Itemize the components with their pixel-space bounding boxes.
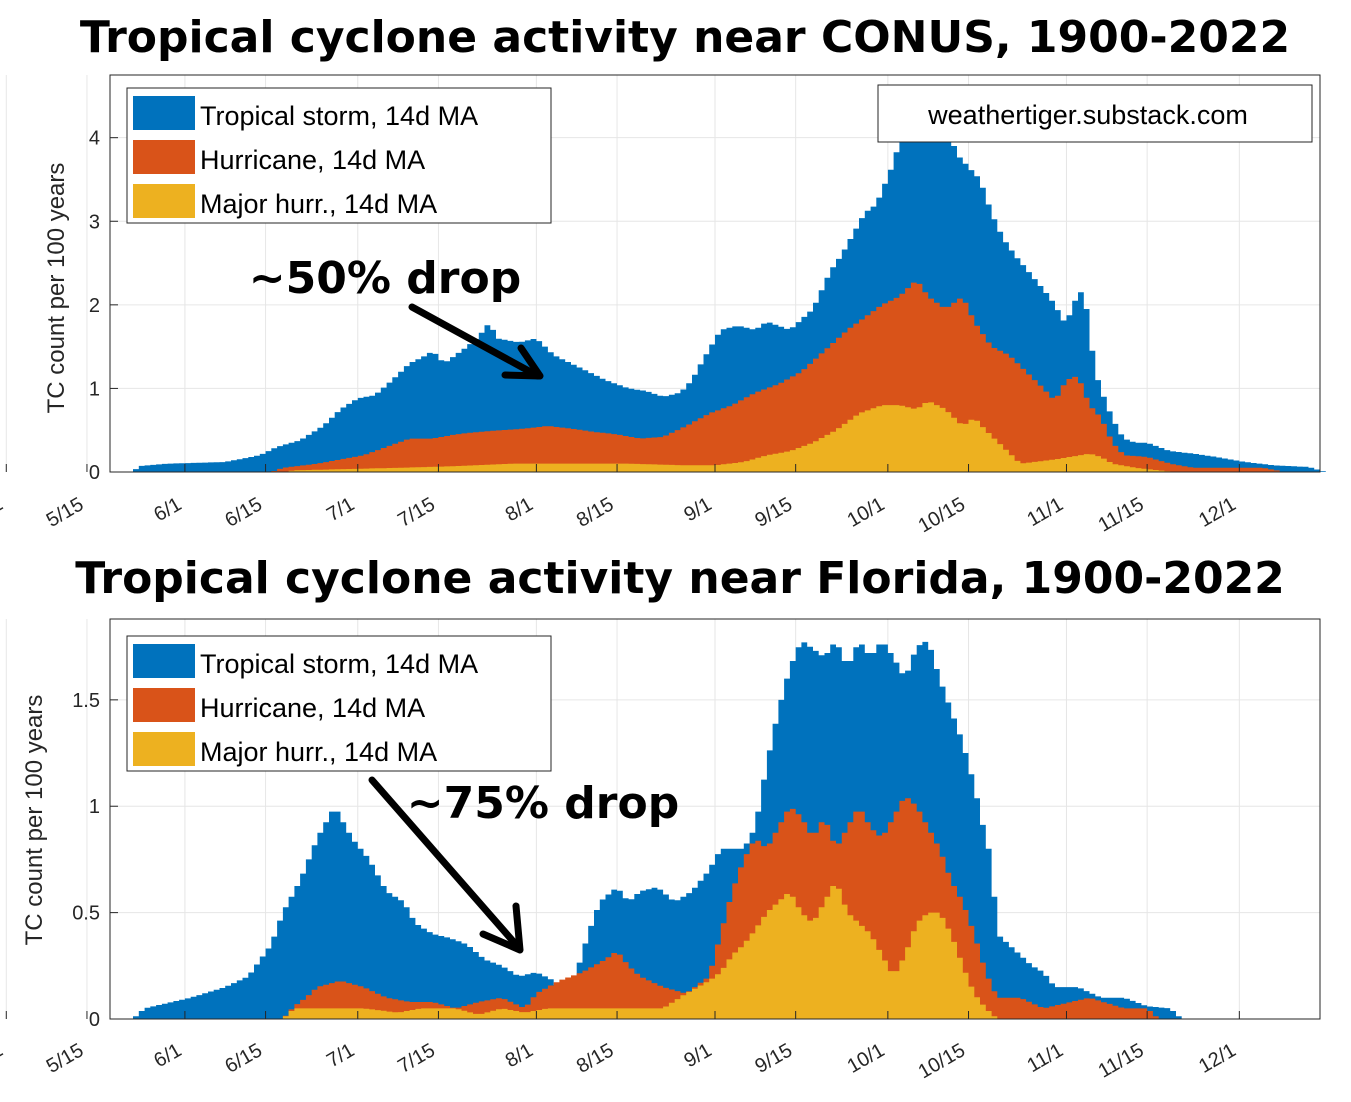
florida-y-tick-label: 0 (89, 1009, 100, 1031)
conus-panel: Tropical cyclone activity near CONUS, 19… (0, 12, 1326, 537)
florida-areas (133, 641, 1182, 1019)
conus-x-tick-label: 8/1 (502, 493, 537, 526)
florida-x-tick-label: 11/15 (1095, 1039, 1148, 1082)
conus-y-tick-label: 2 (89, 295, 100, 317)
florida-x-tick-label: 8/1 (502, 1039, 537, 1072)
florida-title: Tropical cyclone activity near Florida, … (75, 553, 1285, 604)
conus-x-tick-label: 9/1 (680, 493, 715, 526)
florida-series-major-hurricane (282, 886, 998, 1019)
florida-x-tick-label: 5/1 (0, 1039, 7, 1072)
watermark-text: weathertiger.substack.com (927, 100, 1248, 130)
conus-y-axis-label: TC count per 100 years (43, 163, 70, 414)
conus-x-tick-label: 8/15 (573, 493, 618, 532)
conus-series-hurricane (271, 282, 1286, 472)
florida-x-tick-label: 5/15 (43, 1039, 88, 1078)
conus-x-ticks: 5/1 5/15 6/1 6/15 7/1 7/15 8/1 8/15 9/1 9/15 10/1 1… (0, 464, 1240, 537)
florida-x-tick-label: 6/15 (221, 1039, 266, 1078)
conus-x-tick-label: 10/1 (844, 493, 889, 532)
florida-x-tick-label: 11/1 (1024, 1039, 1067, 1077)
conus-legend-swatch-major (133, 184, 195, 218)
conus-x-tick-label: 7/1 (323, 493, 358, 526)
conus-x-tick-label: 10/15 (915, 493, 969, 537)
watermark-box: weathertiger.substack.com (877, 84, 1313, 143)
conus-y-ticks: 0 1 2 3 4 (89, 128, 118, 484)
florida-legend-swatch-major (133, 732, 195, 766)
conus-x-tick-label: 5/1 (0, 493, 7, 526)
conus-y-tick-label: 3 (89, 211, 100, 233)
florida-x-tick-label: 7/1 (323, 1039, 358, 1072)
florida-x-tick-label: 10/1 (844, 1039, 889, 1078)
florida-legend-hurricane: Hurricane, 14d MA (200, 693, 425, 723)
florida-y-axis-label: TC count per 100 years (21, 695, 48, 946)
conus-x-tick-label: 9/15 (751, 493, 796, 532)
conus-title: Tropical cyclone activity near CONUS, 19… (80, 12, 1290, 63)
conus-legend-swatch-tropical-storm (133, 96, 195, 130)
florida-x-tick-label: 7/15 (394, 1039, 439, 1078)
conus-legend-hurricane: Hurricane, 14d MA (200, 145, 425, 175)
florida-y-tick-label: 1.5 (72, 690, 100, 712)
florida-annotation: ~75% drop (407, 778, 679, 829)
conus-x-tick-label: 6/1 (150, 493, 185, 526)
conus-x-tick-label: 6/15 (221, 493, 266, 532)
florida-y-tick-label: 1 (89, 796, 100, 818)
conus-legend-box (126, 87, 552, 224)
florida-legend-box (126, 635, 552, 772)
conus-annotation: ~50% drop (249, 253, 521, 304)
florida-annotation-arrow (368, 776, 524, 954)
florida-y-tick-label: 0.5 (72, 903, 100, 925)
conus-legend: Tropical storm, 14d MA Hurricane, 14d MA… (126, 87, 552, 224)
florida-x-tick-label: 6/1 (150, 1039, 185, 1072)
conus-areas (133, 95, 1326, 473)
florida-x-tick-label: 8/15 (573, 1039, 618, 1078)
conus-y-tick-label: 4 (89, 128, 100, 150)
conus-x-tick-label: 11/1 (1024, 493, 1067, 531)
florida-legend: Tropical storm, 14d MA Hurricane, 14d MA… (126, 635, 552, 772)
florida-x-tick-label: 12/1 (1195, 1039, 1240, 1078)
conus-x-tick-label: 11/15 (1095, 493, 1148, 536)
conus-x-tick-label: 12/1 (1195, 493, 1240, 532)
florida-legend-swatch-hurricane (133, 688, 195, 722)
florida-x-tick-label: 9/1 (680, 1039, 715, 1072)
conus-series-major-hurricane (282, 402, 1176, 472)
florida-x-ticks: 5/1 5/15 6/1 6/15 7/1 7/15 8/1 8/15 9/1 9/15 10/1 1… (0, 1011, 1240, 1083)
conus-legend-major: Major hurr., 14d MA (200, 189, 437, 219)
florida-legend-major: Major hurr., 14d MA (200, 737, 437, 767)
florida-legend-swatch-tropical-storm (133, 644, 195, 678)
florida-panel: Tropical cyclone activity near Florida, … (0, 553, 1321, 1083)
conus-x-tick-label: 5/15 (43, 493, 88, 532)
conus-annotation-arrow (408, 303, 544, 380)
florida-x-tick-label: 9/15 (751, 1039, 796, 1078)
conus-legend-tropical-storm: Tropical storm, 14d MA (200, 101, 478, 131)
conus-y-tick-label: 0 (89, 462, 100, 484)
florida-y-ticks: 0 0.5 1 1.5 (72, 690, 118, 1031)
florida-x-tick-label: 10/15 (915, 1039, 969, 1083)
conus-x-tick-label: 7/15 (394, 493, 439, 532)
conus-legend-swatch-hurricane (133, 140, 195, 174)
conus-y-tick-label: 1 (89, 378, 100, 400)
florida-legend-tropical-storm: Tropical storm, 14d MA (200, 649, 478, 679)
